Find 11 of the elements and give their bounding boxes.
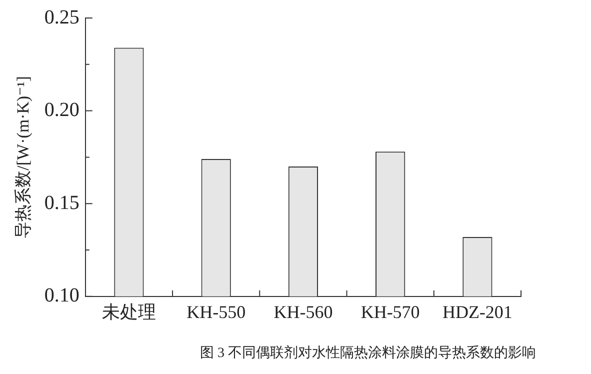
x-tick-label: HDZ-201 <box>442 302 512 322</box>
y-tick-label: 0.15 <box>44 192 80 214</box>
x-tick-label: KH-570 <box>360 302 420 322</box>
y-tick-label: 0.20 <box>44 99 80 122</box>
y-tick-label: 0.10 <box>44 284 80 307</box>
x-tick-label: KH-550 <box>186 302 246 322</box>
caption: 图 3 不同偶联剂对水性隔热涂料涂膜的导热系数的影响 <box>200 344 536 362</box>
x-tick-label: 未处理 <box>102 302 156 322</box>
y-tick-label: 0.25 <box>44 6 80 28</box>
x-tick-label: KH-560 <box>274 302 333 322</box>
y-axis-title: 导热系数/[W·(m·K)⁻¹] <box>14 76 33 238</box>
